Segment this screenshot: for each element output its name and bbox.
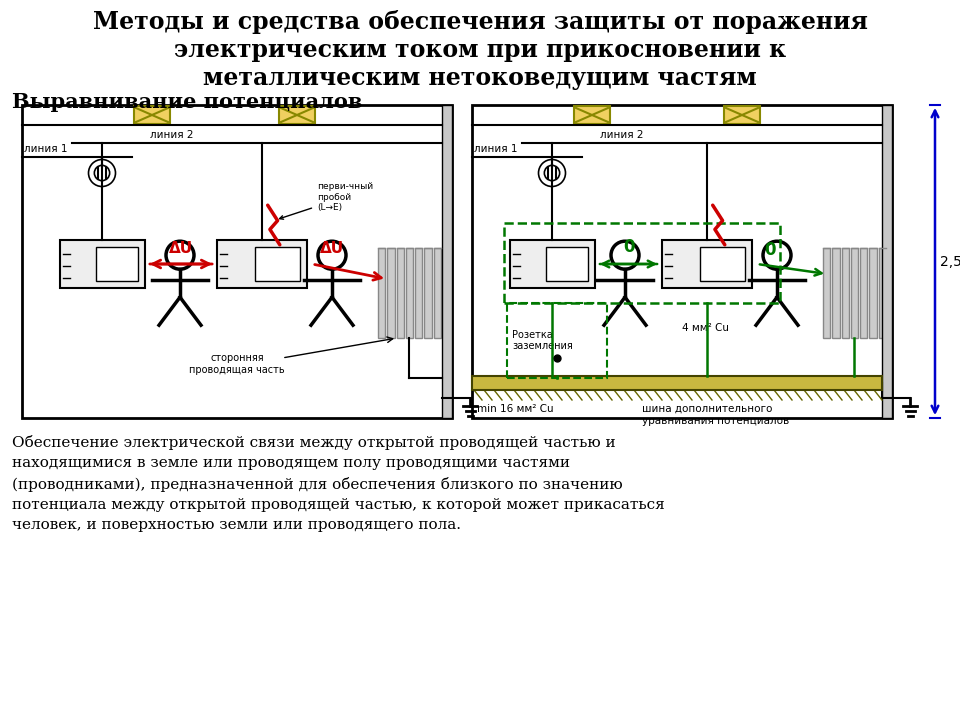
Text: 4 мм² Cu: 4 мм² Cu bbox=[682, 323, 729, 333]
Bar bbox=[279, 106, 315, 124]
Text: металлическим нетоковедущим частям: металлическим нетоковедущим частям bbox=[204, 66, 756, 90]
Bar bbox=[424, 248, 432, 338]
Text: Обеспечение электрической связи между открытой проводящей частью и
находящимися : Обеспечение электрической связи между от… bbox=[12, 435, 664, 532]
Text: 0: 0 bbox=[764, 241, 776, 259]
Text: ΔU: ΔU bbox=[320, 241, 344, 256]
Bar bbox=[472, 376, 882, 390]
Text: линия 1: линия 1 bbox=[24, 144, 67, 154]
Bar bbox=[510, 240, 595, 288]
Bar bbox=[415, 248, 422, 338]
Bar bbox=[574, 106, 610, 124]
Text: Выравнивание потенциалов: Выравнивание потенциалов bbox=[12, 92, 362, 112]
Bar bbox=[96, 247, 138, 281]
Bar bbox=[22, 105, 452, 418]
Text: линия 2: линия 2 bbox=[600, 130, 644, 140]
Bar bbox=[134, 106, 170, 124]
Bar bbox=[545, 247, 588, 281]
Bar bbox=[378, 248, 385, 338]
Bar bbox=[724, 106, 760, 124]
Bar bbox=[406, 248, 413, 338]
Bar bbox=[662, 240, 752, 288]
Bar bbox=[882, 105, 892, 418]
Text: перви-чный
пробой
(L→E): перви-чный пробой (L→E) bbox=[279, 182, 373, 219]
Bar bbox=[870, 248, 876, 338]
Bar bbox=[504, 223, 780, 303]
Bar bbox=[60, 240, 145, 288]
Bar bbox=[700, 247, 745, 281]
Bar bbox=[832, 248, 840, 338]
Bar bbox=[823, 248, 830, 338]
Text: Розетка
заземления: Розетка заземления bbox=[512, 330, 573, 351]
Text: линия 2: линия 2 bbox=[151, 130, 194, 140]
Bar bbox=[387, 248, 395, 338]
Text: 2,5м: 2,5м bbox=[940, 254, 960, 269]
Bar bbox=[878, 248, 886, 338]
Bar bbox=[442, 105, 452, 418]
Bar bbox=[472, 105, 892, 418]
Bar bbox=[851, 248, 858, 338]
Bar bbox=[396, 248, 404, 338]
Text: шина дополнительного
уравнивания потенциалов: шина дополнительного уравнивания потенци… bbox=[642, 404, 789, 426]
Text: сторонняя
проводящая часть: сторонняя проводящая часть bbox=[189, 353, 285, 374]
Bar bbox=[507, 303, 607, 378]
Text: ΔU: ΔU bbox=[169, 241, 193, 256]
Text: электрическим током при прикосновении к: электрическим током при прикосновении к bbox=[174, 38, 786, 62]
Text: 0: 0 bbox=[623, 238, 635, 256]
Text: линия 1: линия 1 bbox=[474, 144, 517, 154]
Bar bbox=[842, 248, 849, 338]
Bar bbox=[254, 247, 300, 281]
Bar bbox=[860, 248, 868, 338]
Bar bbox=[434, 248, 441, 338]
Bar bbox=[217, 240, 307, 288]
Text: Методы и средства обеспечения защиты от поражения: Методы и средства обеспечения защиты от … bbox=[92, 10, 868, 34]
Text: min 16 мм² Cu: min 16 мм² Cu bbox=[477, 404, 554, 414]
